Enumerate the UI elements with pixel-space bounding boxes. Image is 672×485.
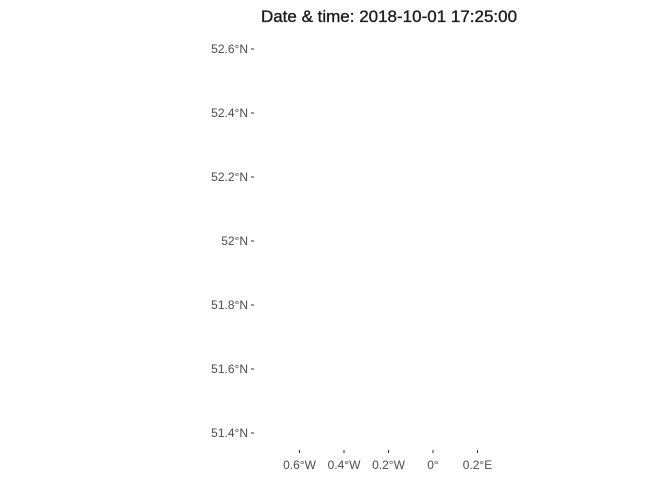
x-tick-label: 0.6°W	[283, 458, 316, 472]
y-tick-label: 51.4°N	[211, 426, 248, 440]
y-tick-label: 51.8°N	[211, 298, 248, 312]
y-tick-label: 51.6°N	[211, 362, 248, 376]
y-tick-label: 52.6°N	[211, 42, 248, 56]
x-tick-label: 0.2°W	[372, 458, 405, 472]
y-tick-label: 52°N	[221, 234, 248, 248]
x-tick-label: 0°	[427, 458, 439, 472]
map-title: Date & time: 2018-10-01 17:25:00	[261, 7, 517, 26]
x-tick-label: 0.4°W	[328, 458, 361, 472]
x-tick-label: 0.2°E	[463, 458, 492, 472]
y-axis: 52.6°N 52.4°N 52.2°N 52°N 51.8°N 51.6°N 51.4°N	[211, 42, 254, 440]
x-axis: 0.6°W 0.4°W 0.2°W 0° 0.2°E	[283, 450, 492, 472]
y-tick-label: 52.2°N	[211, 170, 248, 184]
y-tick-label: 52.4°N	[211, 106, 248, 120]
